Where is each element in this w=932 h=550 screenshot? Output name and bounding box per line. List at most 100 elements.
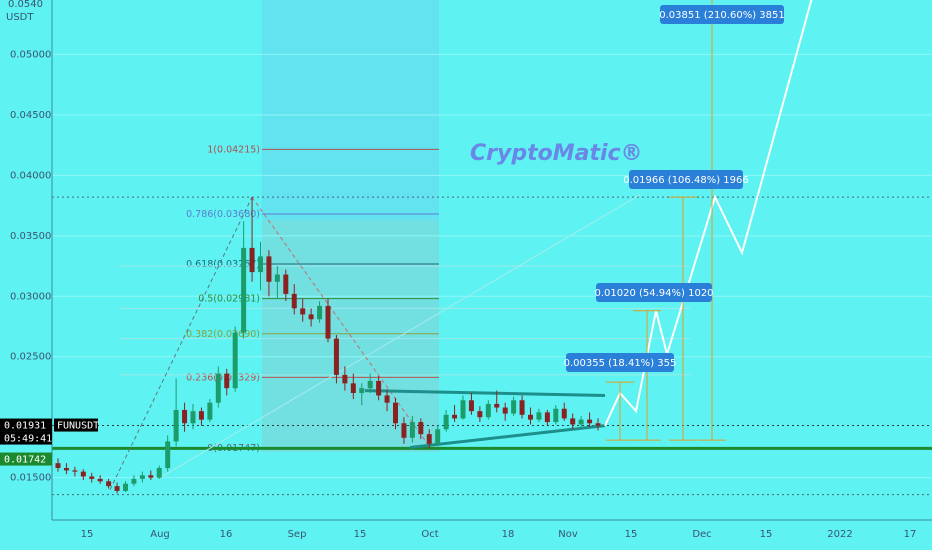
target-callout-box <box>660 5 784 24</box>
candle-body <box>477 411 483 418</box>
y-tick-label: 0.02500 <box>10 352 51 363</box>
candle-body <box>511 400 517 414</box>
candle-body <box>173 409 179 442</box>
x-tick-label: 18 <box>502 529 515 540</box>
x-tick-label: Aug <box>150 529 170 540</box>
candle-body <box>393 402 398 424</box>
support-price-value: 0.01742 <box>4 455 46 466</box>
candle-body <box>376 380 382 396</box>
x-tick-label: Sep <box>288 529 307 540</box>
candle-body <box>165 441 171 468</box>
candle-body <box>460 400 466 419</box>
swing-line-up <box>109 196 253 490</box>
candle-body <box>182 409 188 424</box>
x-axis-panel <box>0 520 932 550</box>
candle-body <box>528 414 533 420</box>
x-tick-label: 2022 <box>827 529 852 540</box>
candle-body <box>274 274 280 282</box>
fib-level-label: 0.382(0.02690) <box>186 329 260 340</box>
x-tick-label: Nov <box>558 529 578 540</box>
y-tick-label: 0.04500 <box>10 110 51 121</box>
candle-body <box>241 247 247 333</box>
candle-body <box>367 380 373 389</box>
target-callout-box <box>596 283 712 302</box>
y-tick-label: 0.01500 <box>10 473 51 484</box>
candle-body <box>452 414 458 419</box>
candle-body <box>359 388 365 394</box>
candle-body <box>89 476 95 479</box>
candle-body <box>468 400 474 412</box>
fib-level-label: 1(0.04215) <box>207 144 260 155</box>
x-tick-label: 15 <box>625 529 638 540</box>
candle-body <box>443 414 449 430</box>
candle-body <box>72 470 78 472</box>
y-tick-label: 0.03500 <box>10 231 51 242</box>
target-callout-label: 0.00355 (18.41%) 355 <box>564 358 677 369</box>
candle-body <box>80 471 86 477</box>
target-callout-label: 0.01020 (54.94%) 1020 <box>594 288 713 299</box>
current-price-tag <box>0 418 52 432</box>
candle-body <box>283 274 289 294</box>
candle-body <box>249 247 255 273</box>
symbol-tag <box>54 418 98 432</box>
candle-body <box>485 403 491 418</box>
candle-body <box>519 400 525 415</box>
fib-level-label: 0.786(0.03680) <box>186 209 260 220</box>
candle-body <box>148 475 154 478</box>
x-axis-ticks: 15 Aug 16 Sep 15 Oct 18 Nov 15 Dec 15 2022 17 <box>81 529 917 540</box>
trend-drawings <box>52 0 932 496</box>
candle-body <box>418 422 424 435</box>
candle-body <box>333 338 339 375</box>
x-tick-label: 15 <box>354 529 367 540</box>
swing-line-down <box>251 196 431 448</box>
x-tick-label: 15 <box>81 529 94 540</box>
y-axis-top-label: 0.0540 <box>8 0 43 10</box>
candle-body <box>258 256 263 273</box>
projection-diagonal <box>159 194 641 479</box>
candle-body <box>308 314 314 320</box>
candle-body <box>578 419 584 425</box>
x-tick-label: 16 <box>220 529 233 540</box>
fib-retracement: 1(0.04215) 0.786(0.03680) 0.618(0.03267) 0.… <box>120 144 690 454</box>
candle-body <box>114 486 120 491</box>
candle-body <box>139 475 145 479</box>
candle-body <box>426 434 432 444</box>
candle-body <box>384 395 390 403</box>
fib-level-label: 0.618(0.03267) <box>186 259 260 270</box>
fib-level-label: 0.236(0.02329) <box>186 372 260 383</box>
support-price-tag <box>0 452 52 466</box>
candle-body <box>156 468 162 478</box>
countdown-value: 05:49:41 <box>4 434 52 445</box>
symbol-label: FUNUSDT <box>57 421 99 432</box>
candle-body <box>224 373 230 389</box>
candle-body <box>570 418 576 425</box>
target-markers <box>606 0 726 441</box>
candles <box>55 197 601 494</box>
target-callout-label: 0.01966 (106.48%) 1966 <box>623 175 748 186</box>
candle-body <box>325 305 331 339</box>
candle-body <box>401 423 407 438</box>
wedge-upper-line <box>364 389 606 397</box>
candle-body <box>409 422 415 438</box>
price-tags: 0.01931 05:49:41 FUNUSDT 0.01742 <box>0 418 99 466</box>
y-axis-unit: USDT <box>6 12 34 23</box>
target-callouts: 0.00355 (18.41%) 355 0.01020 (54.94%) 102… <box>564 5 785 372</box>
countdown-tag <box>0 431 52 445</box>
target-callout-label: 0.03851 (210.60%) 3851 <box>659 10 784 21</box>
x-tick-label: Dec <box>692 529 711 540</box>
target-callout-box <box>629 170 743 189</box>
fib-level-label: 0.5(0.02981) <box>198 294 260 305</box>
candle-body <box>536 412 542 420</box>
candle-body <box>207 402 213 420</box>
target-callout-box <box>566 353 674 372</box>
candle-body <box>587 419 593 424</box>
candle-body <box>502 407 508 414</box>
candle-body <box>561 408 567 419</box>
y-tick-label: 0.05000 <box>10 49 51 60</box>
candle-body <box>595 423 601 426</box>
x-tick-label: 17 <box>904 529 917 540</box>
candle-body <box>232 332 238 389</box>
